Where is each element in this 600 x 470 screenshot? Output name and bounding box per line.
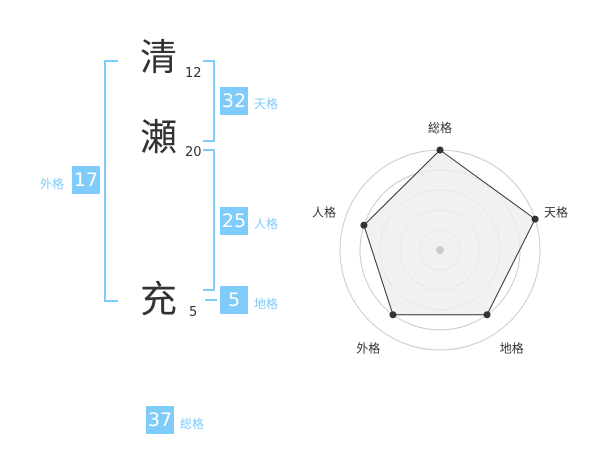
radar-axis-label: 人格 <box>312 204 336 219</box>
radar-point-3 <box>483 311 491 319</box>
soukaku-label: 総格 <box>180 417 205 431</box>
jinkaku-label: 人格 <box>254 217 279 231</box>
radar-axis-label: 天格 <box>544 204 568 219</box>
tenkaku-value: 32 <box>220 87 248 115</box>
stroke-count-2: 20 <box>185 145 202 160</box>
chikaku-label: 地格 <box>254 297 279 311</box>
gaikaku-label: 外格 <box>40 177 65 191</box>
radar-point-1 <box>436 146 444 154</box>
name-char-1: 清 <box>140 36 177 79</box>
jinkaku-value: 25 <box>220 207 248 235</box>
gaikaku-bracket <box>104 60 118 302</box>
chikaku-connector <box>205 299 217 301</box>
tenkaku-bracket <box>203 60 215 142</box>
jinkaku-bracket <box>203 149 215 291</box>
stroke-count-1: 12 <box>185 66 202 81</box>
radar-axis-label: 地格 <box>500 341 524 356</box>
name-char-2: 瀬 <box>140 116 177 159</box>
radar-area <box>363 149 536 316</box>
radar-point-2 <box>531 215 539 223</box>
tenkaku-label: 天格 <box>254 97 279 111</box>
chikaku-value: 5 <box>220 286 248 314</box>
gaikaku-value: 17 <box>72 166 100 194</box>
radar-point-4 <box>389 311 397 319</box>
soukaku-value: 37 <box>146 406 174 434</box>
radar-point-5 <box>360 221 368 229</box>
radar-center <box>436 246 444 254</box>
radar-axis-label: 総格 <box>428 120 452 135</box>
radar-axis-label: 外格 <box>356 341 380 356</box>
name-char-3: 充 <box>140 278 177 321</box>
stroke-count-3: 5 <box>189 305 198 320</box>
